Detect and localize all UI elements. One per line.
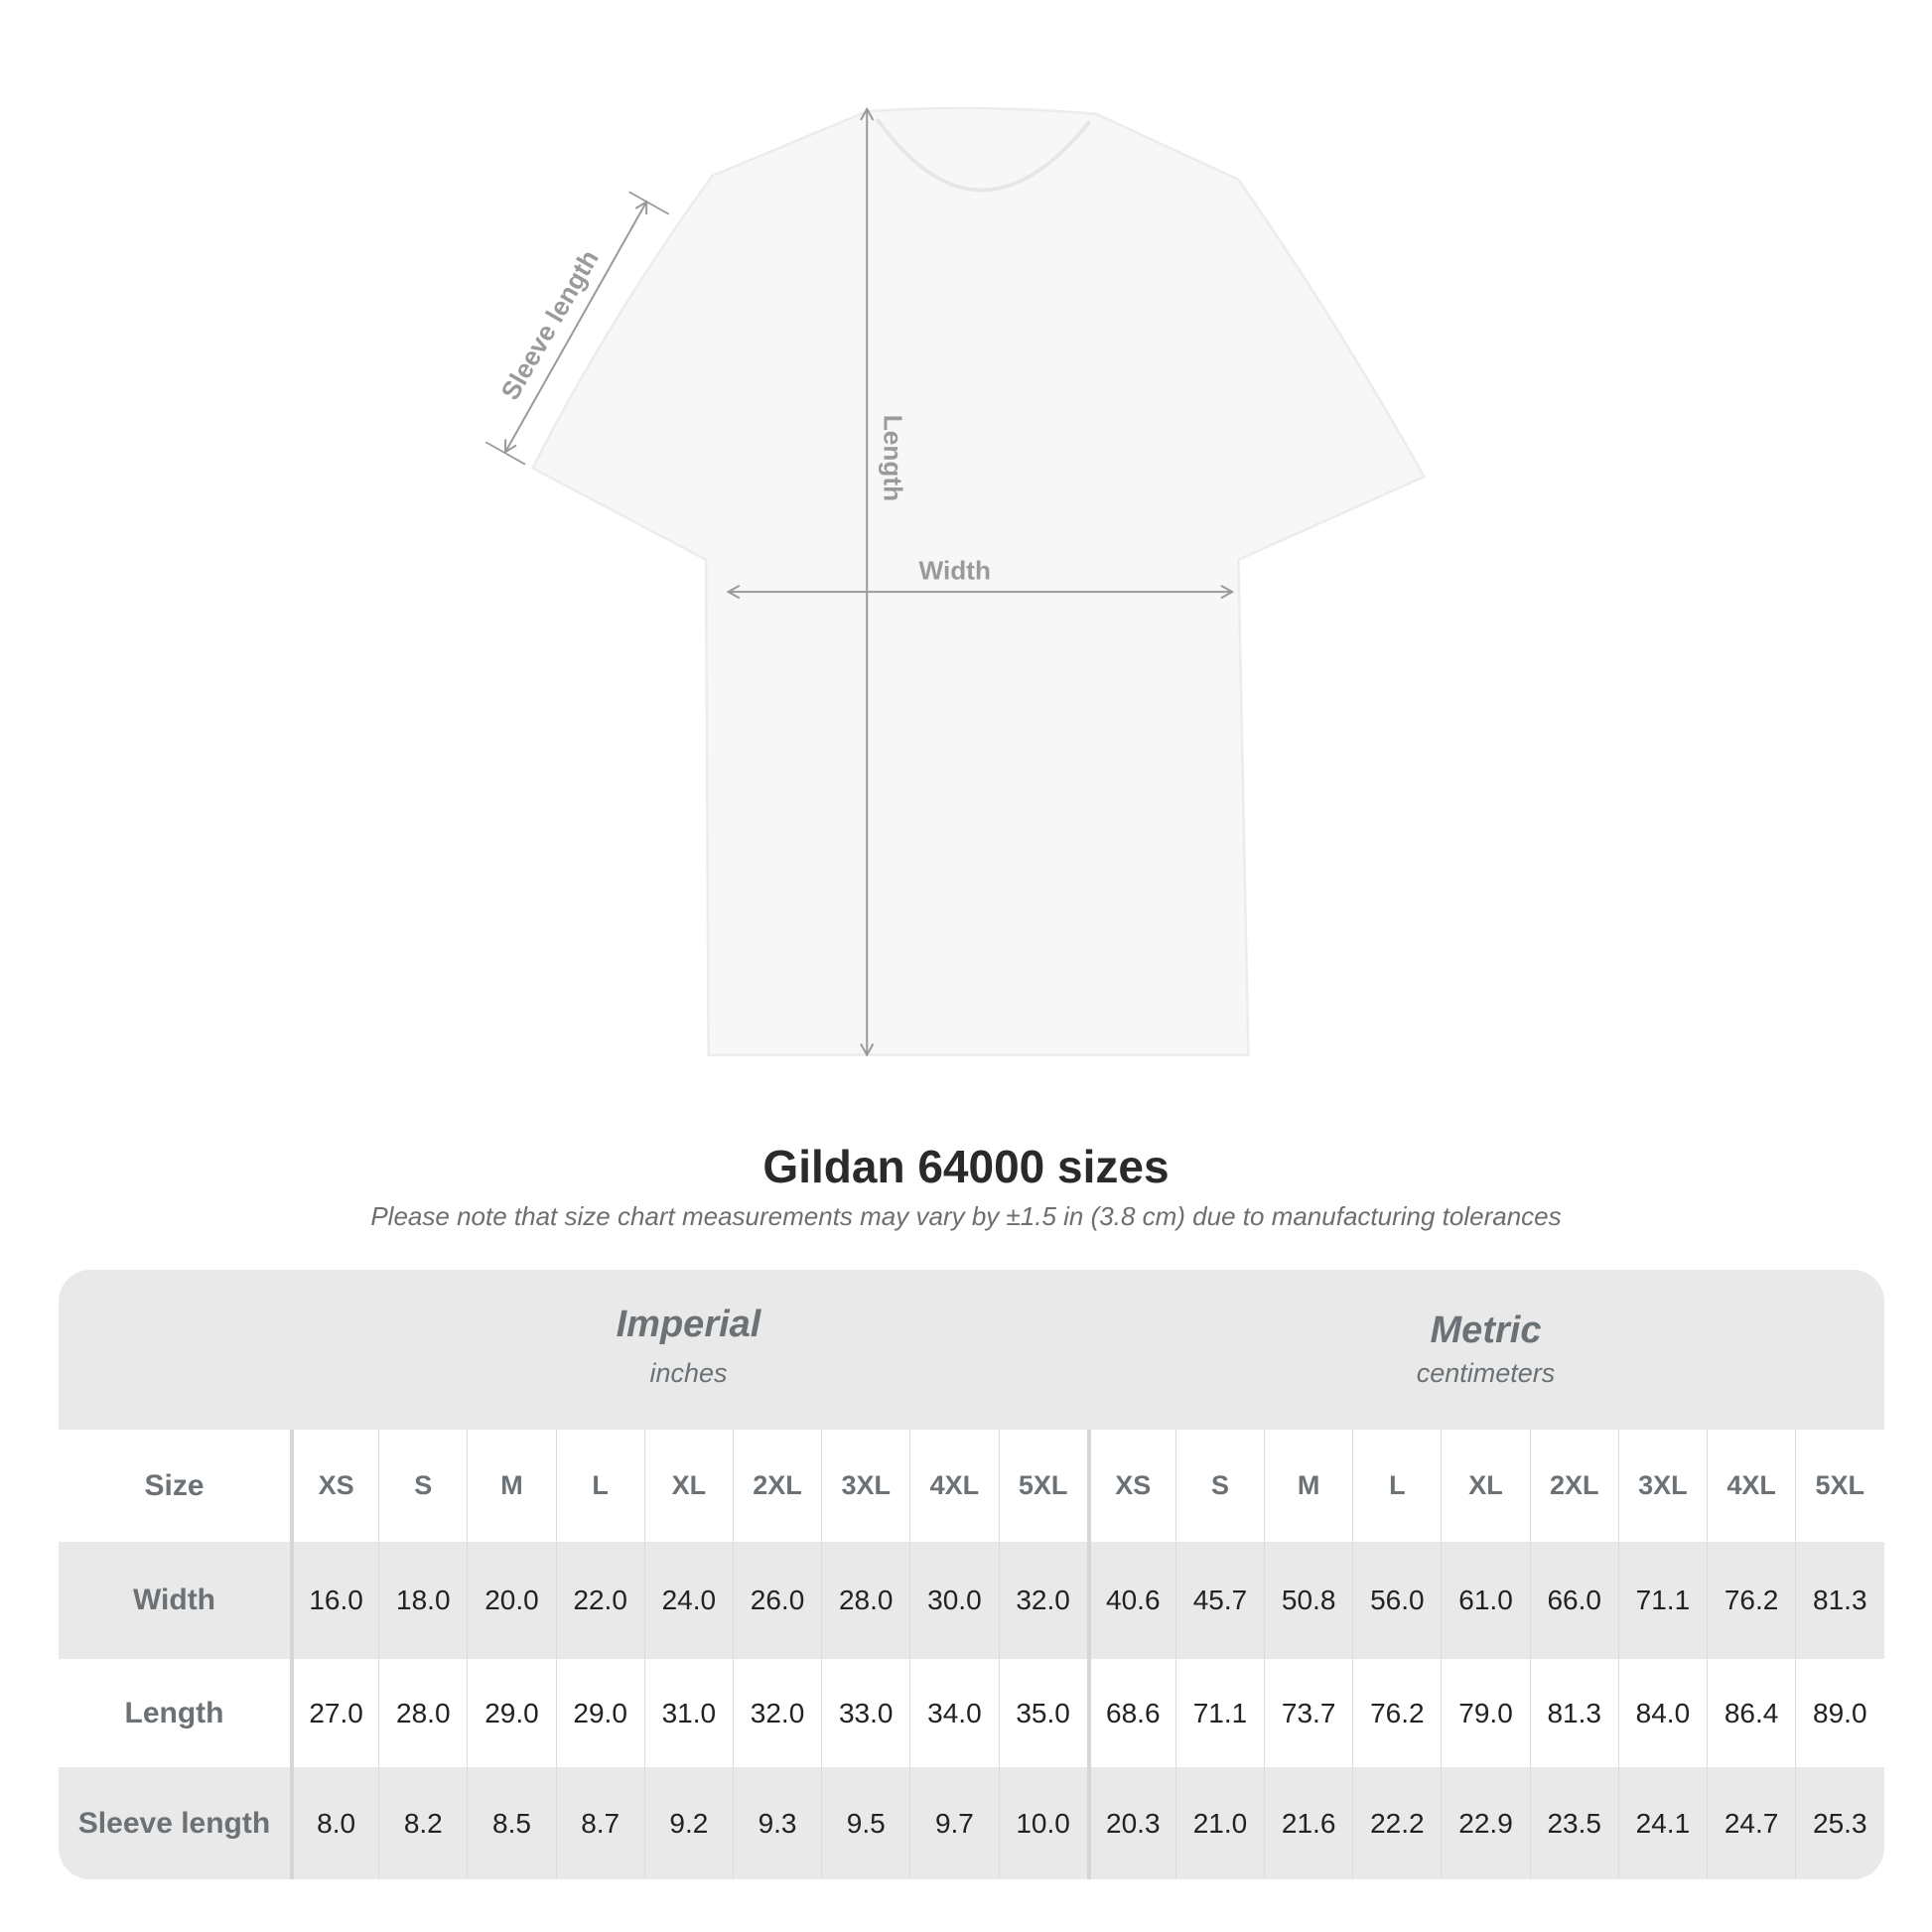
chart-title: Gildan 64000 sizes: [762, 1141, 1170, 1192]
row-label: Width: [132, 1584, 216, 1616]
table-cell: 8.0: [290, 1767, 378, 1879]
size-header-cell: M: [1264, 1430, 1352, 1542]
table-cell: 45.7: [1174, 1542, 1264, 1659]
table-cell: 81.3: [1795, 1542, 1883, 1659]
table-cell: 16.0: [290, 1542, 378, 1659]
metric-header: Metric centimeters: [1087, 1270, 1884, 1430]
size-header-cell: S: [1174, 1430, 1264, 1542]
table-cell: 29.0: [555, 1659, 644, 1767]
table-cell: 18.0: [378, 1542, 467, 1659]
table-row-length: Length 27.0 28.0 29.0 29.0 31.0 32.0 33.0 34.0 35…: [59, 1659, 1884, 1767]
table-cell: 8.2: [378, 1767, 467, 1879]
table-cell: 35.0: [998, 1659, 1087, 1767]
table-cell: 29.0: [467, 1659, 555, 1767]
table-cell: 10.0: [998, 1767, 1087, 1879]
size-header-cell: 5XL: [1795, 1430, 1883, 1542]
table-cell: 76.2: [1707, 1542, 1795, 1659]
size-header-cell: XS: [1086, 1430, 1175, 1542]
table-cell: 20.0: [467, 1542, 555, 1659]
table-cell: 73.7: [1264, 1659, 1352, 1767]
size-header-cell: XL: [643, 1430, 733, 1542]
length-label: Length: [879, 415, 908, 501]
row-label: Size: [144, 1468, 205, 1502]
table-cell: 86.4: [1707, 1659, 1795, 1767]
table-cell: 22.0: [555, 1542, 644, 1659]
table-cell: 24.7: [1707, 1767, 1795, 1879]
table-cell: 50.8: [1264, 1542, 1352, 1659]
size-header-cell: L: [1352, 1430, 1441, 1542]
table-cell: 71.1: [1617, 1542, 1707, 1659]
table-row-width: Width 16.0 18.0 20.0 22.0 24.0 26.0 28.0 30.0 32.…: [59, 1542, 1884, 1659]
table-cell: 81.3: [1529, 1659, 1618, 1767]
size-header-cell: XS: [290, 1430, 378, 1542]
table-cell: 27.0: [290, 1659, 378, 1767]
table-cell: 9.3: [732, 1767, 821, 1879]
imperial-title: Imperial: [616, 1304, 761, 1345]
row-label: Length: [124, 1696, 224, 1729]
table-cell: 71.1: [1174, 1659, 1264, 1767]
table-cell: 31.0: [643, 1659, 733, 1767]
tshirt-diagram: Length Width Sleeve length: [484, 106, 1427, 1057]
table-cell: 8.7: [555, 1767, 644, 1879]
size-header-cell: 2XL: [732, 1430, 821, 1542]
size-header-cell: 2XL: [1529, 1430, 1618, 1542]
table-cell: 25.3: [1795, 1767, 1883, 1879]
table-cell: 8.5: [467, 1767, 555, 1879]
table-cell: 79.0: [1441, 1659, 1529, 1767]
table-cell: 28.0: [821, 1542, 909, 1659]
size-table: Imperial inches Metric centimeters Size X…: [59, 1270, 1884, 1879]
width-label: Width: [919, 556, 991, 586]
table-cell: 9.2: [643, 1767, 733, 1879]
sleeve-arrow: [504, 200, 648, 455]
size-header-cell: L: [555, 1430, 644, 1542]
size-header-cell: S: [378, 1430, 467, 1542]
size-header-cell: 4XL: [1707, 1430, 1795, 1542]
table-cell: 34.0: [909, 1659, 998, 1767]
table-cell: 66.0: [1529, 1542, 1618, 1659]
table-row-sleeve-length: Sleeve length 8.0 8.2 8.5 8.7 9.2 9.3 9.5 9.7 10.…: [59, 1767, 1884, 1879]
metric-unit: centimeters: [1416, 1358, 1556, 1388]
imperial-header: Imperial inches: [290, 1270, 1087, 1430]
size-header-cell: 5XL: [998, 1430, 1087, 1542]
table-cell: 26.0: [732, 1542, 821, 1659]
tolerance-note: Please note that size chart measurements…: [370, 1201, 1562, 1231]
table-cell: 33.0: [821, 1659, 909, 1767]
size-header-cell: 4XL: [909, 1430, 998, 1542]
table-cell: 9.5: [821, 1767, 909, 1879]
size-header-cell: 3XL: [1617, 1430, 1707, 1542]
collar: [875, 117, 1092, 193]
table-cell: 21.6: [1264, 1767, 1352, 1879]
table-cell: 89.0: [1795, 1659, 1883, 1767]
table-cell: 22.2: [1352, 1767, 1441, 1879]
table-cell: 28.0: [378, 1659, 467, 1767]
table-cell: 32.0: [732, 1659, 821, 1767]
table-cell: 68.6: [1086, 1659, 1175, 1767]
table-cell: 32.0: [998, 1542, 1087, 1659]
size-header-cell: M: [467, 1430, 555, 1542]
table-cell: 40.6: [1086, 1542, 1175, 1659]
size-header-cell: 3XL: [821, 1430, 909, 1542]
table-cell: 20.3: [1086, 1767, 1175, 1879]
table-cell: 9.7: [909, 1767, 998, 1879]
row-label: Sleeve length: [77, 1806, 271, 1840]
table-cell: 84.0: [1617, 1659, 1707, 1767]
table-cell: 24.1: [1617, 1767, 1707, 1879]
metric-title: Metric: [1430, 1310, 1542, 1351]
size-row: Size XS S M L XL 2XL 3XL 4XL 5XL XS S M L XL 2XL 3XL 4XL 5…: [59, 1430, 1884, 1542]
table-cell: 76.2: [1352, 1659, 1441, 1767]
table-cell: 23.5: [1529, 1767, 1618, 1879]
imperial-unit: inches: [649, 1358, 728, 1388]
size-header-cell: XL: [1441, 1430, 1529, 1542]
table-cell: 24.0: [643, 1542, 733, 1659]
table-cell: 21.0: [1174, 1767, 1264, 1879]
table-cell: 56.0: [1352, 1542, 1441, 1659]
table-cell: 22.9: [1441, 1767, 1529, 1879]
table-cell: 30.0: [909, 1542, 998, 1659]
table-cell: 61.0: [1441, 1542, 1529, 1659]
